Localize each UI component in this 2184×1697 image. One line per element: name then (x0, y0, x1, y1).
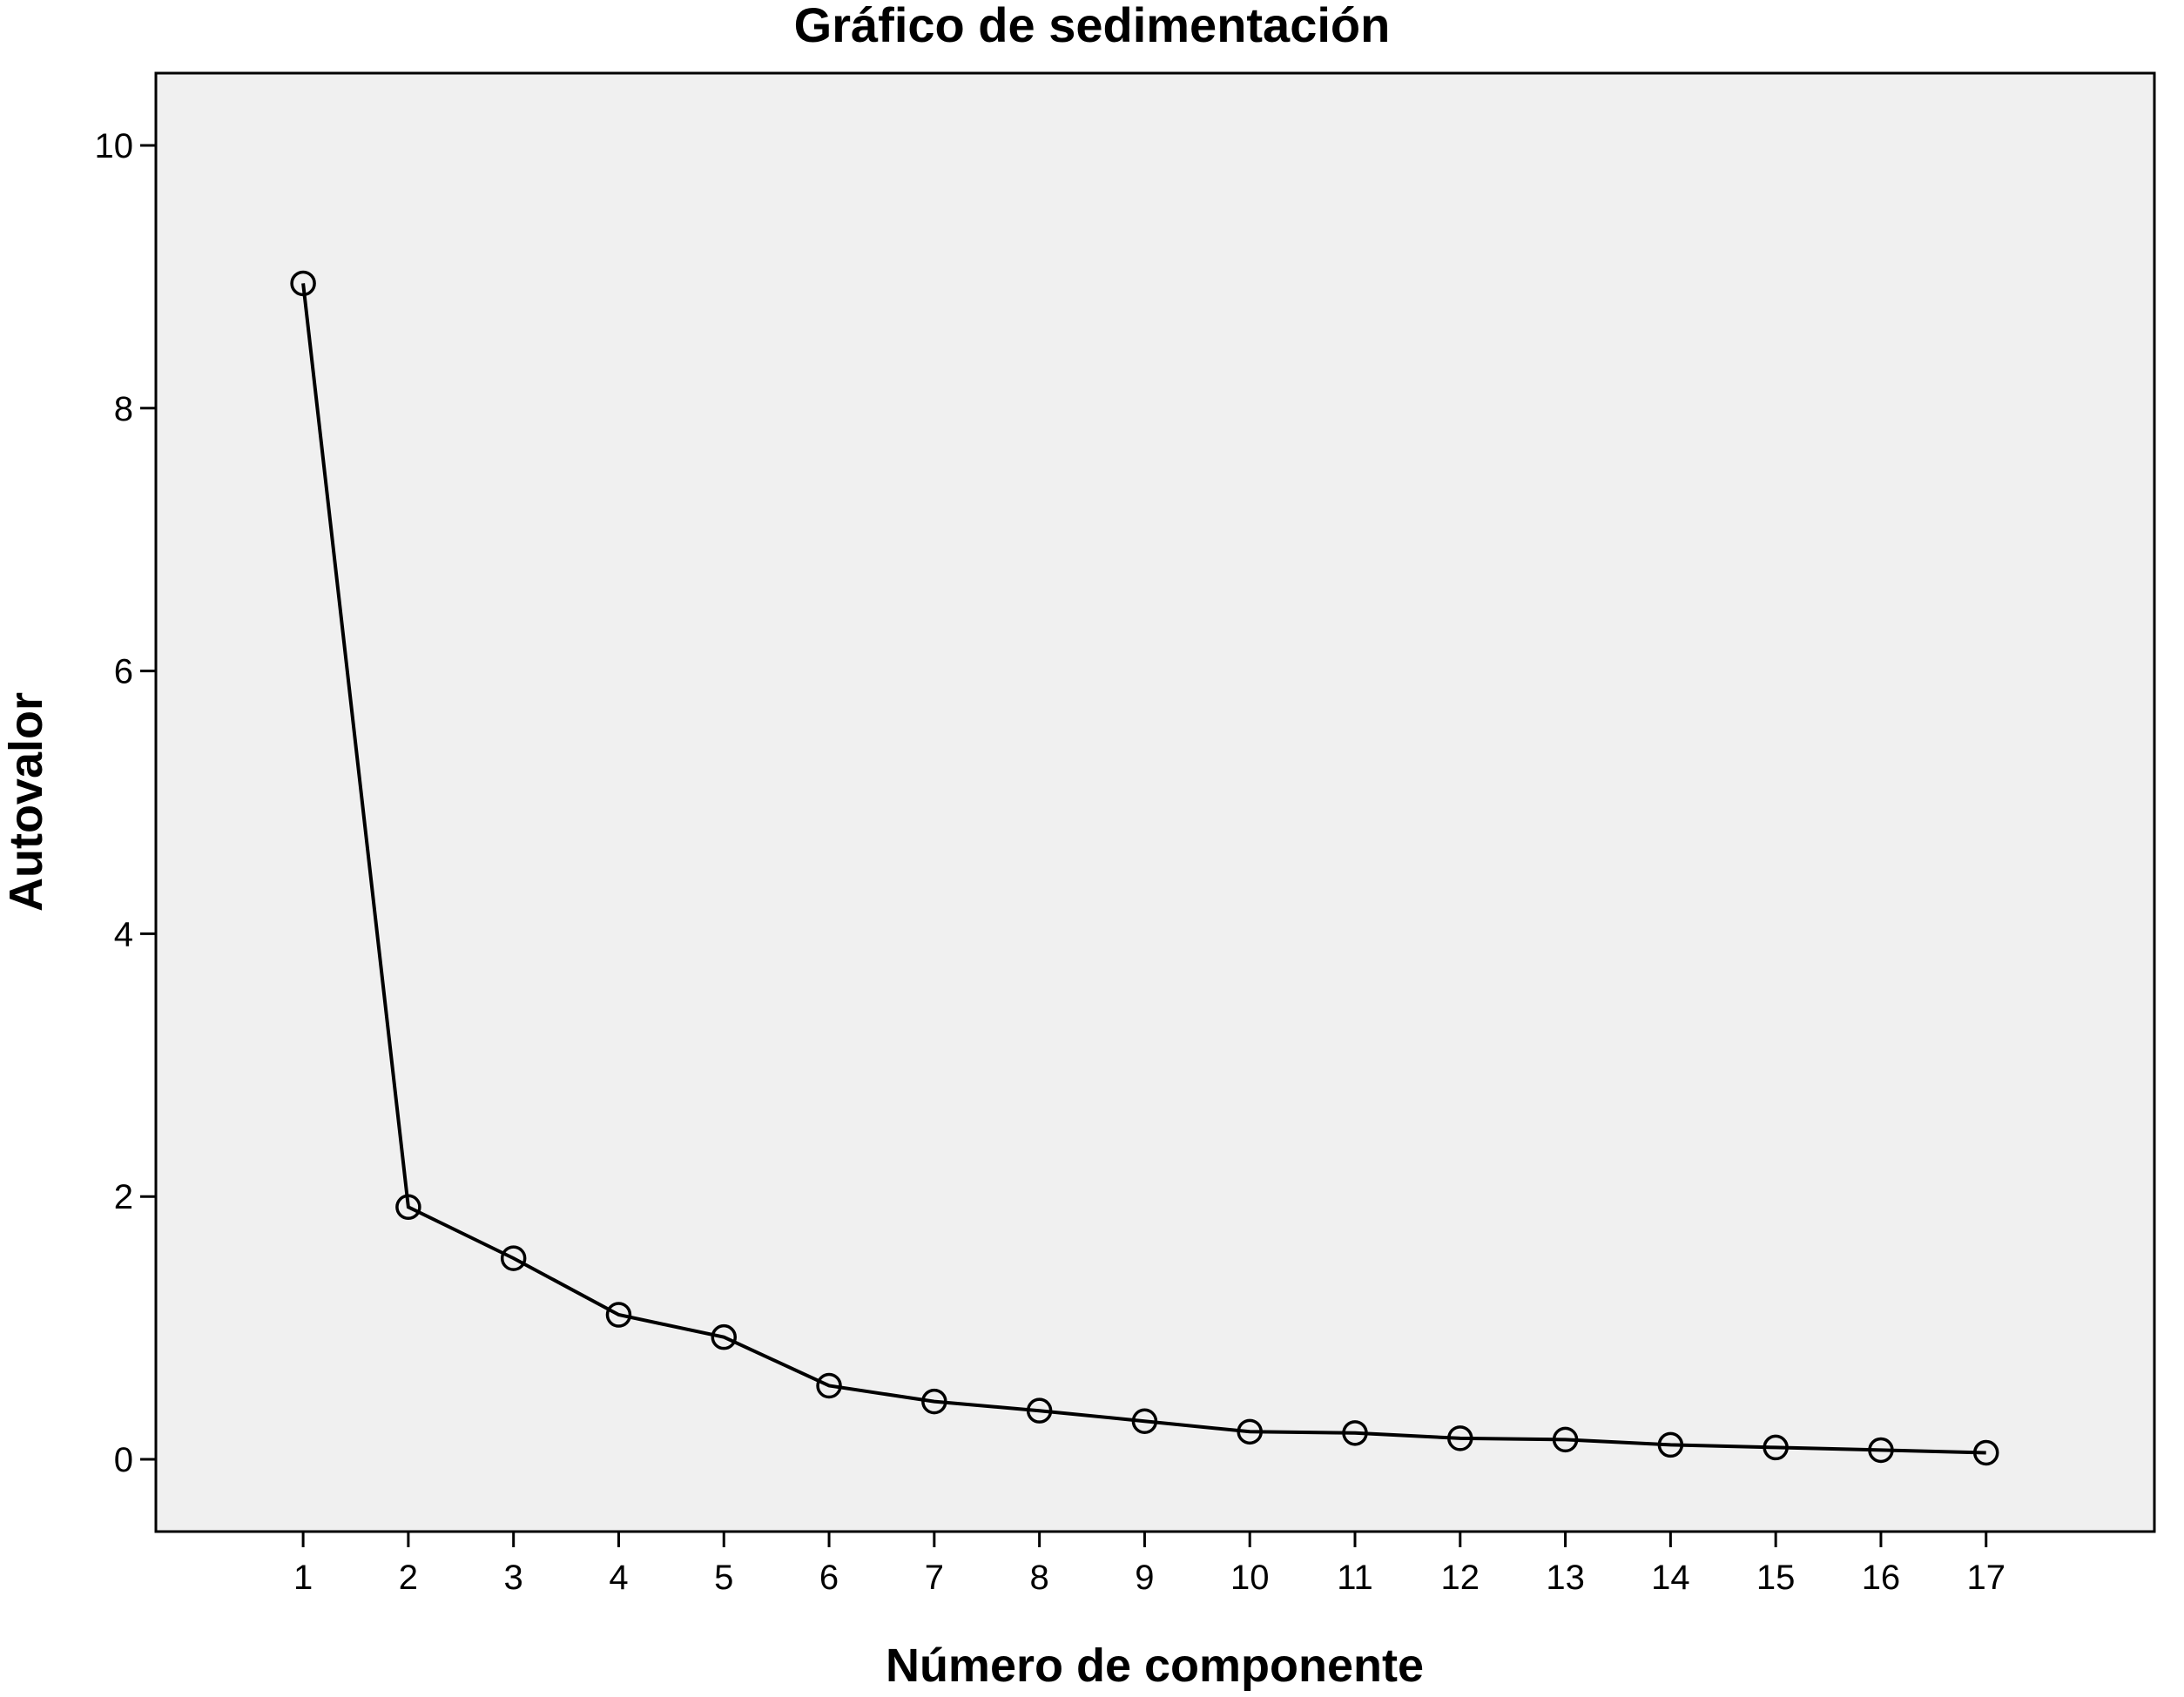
x-tick-label: 10 (1230, 1559, 1270, 1597)
data-point (1868, 1437, 1894, 1464)
x-tick-label: 14 (1651, 1559, 1690, 1597)
data-points (290, 270, 1999, 1466)
chart-title: Gráfico de sedimentación (794, 0, 1391, 52)
data-point (1763, 1434, 1789, 1461)
data-point (1237, 1418, 1263, 1445)
x-tick-label: 17 (1966, 1559, 2005, 1597)
y-tick-label: 2 (114, 1178, 133, 1216)
x-tick-label: 12 (1441, 1559, 1480, 1597)
y-tick-label: 0 (114, 1441, 133, 1479)
y-axis-label: Autovalor (0, 692, 52, 912)
data-point (1342, 1420, 1368, 1446)
x-tick-label: 3 (504, 1559, 523, 1597)
data-point (1447, 1425, 1473, 1451)
x-tick-label: 16 (1862, 1559, 1901, 1597)
y-tick-label: 6 (114, 653, 133, 691)
series-line (301, 283, 1986, 1455)
data-point (500, 1245, 527, 1271)
data-point (290, 270, 316, 297)
x-tick-label: 2 (399, 1559, 418, 1597)
data-point (1972, 1439, 1999, 1466)
data-point (605, 1302, 632, 1328)
data-point (1552, 1426, 1579, 1453)
data-point (395, 1194, 421, 1221)
y-tick-label: 10 (95, 127, 134, 165)
data-point (1026, 1397, 1053, 1424)
x-tick-label: 15 (1756, 1559, 1796, 1597)
x-tick-label: 7 (925, 1559, 944, 1597)
x-tick-label: 5 (714, 1559, 733, 1597)
x-tick-label: 9 (1135, 1559, 1154, 1597)
data-point (921, 1388, 947, 1415)
y-axis: 0 2 4 6 8 10 (95, 127, 156, 1479)
x-tick-label: 1 (293, 1559, 313, 1597)
plot-area (154, 71, 2156, 1533)
x-tick-label: 8 (1030, 1559, 1049, 1597)
x-tick-label: 4 (609, 1559, 628, 1597)
data-point (1657, 1431, 1684, 1458)
y-tick-label: 4 (114, 915, 133, 953)
x-axis-label: Número de componente (886, 1640, 1424, 1692)
data-point (1131, 1408, 1158, 1434)
data-point (816, 1372, 842, 1399)
x-tick-label: 13 (1546, 1559, 1585, 1597)
x-tick-label: 6 (819, 1559, 839, 1597)
y-tick-label: 8 (114, 390, 133, 428)
x-tick-label: 11 (1337, 1559, 1373, 1597)
data-point (711, 1323, 738, 1350)
x-axis: 1 2 3 4 5 6 7 8 9 10 11 12 13 14 15 16 17 (293, 1532, 2005, 1597)
